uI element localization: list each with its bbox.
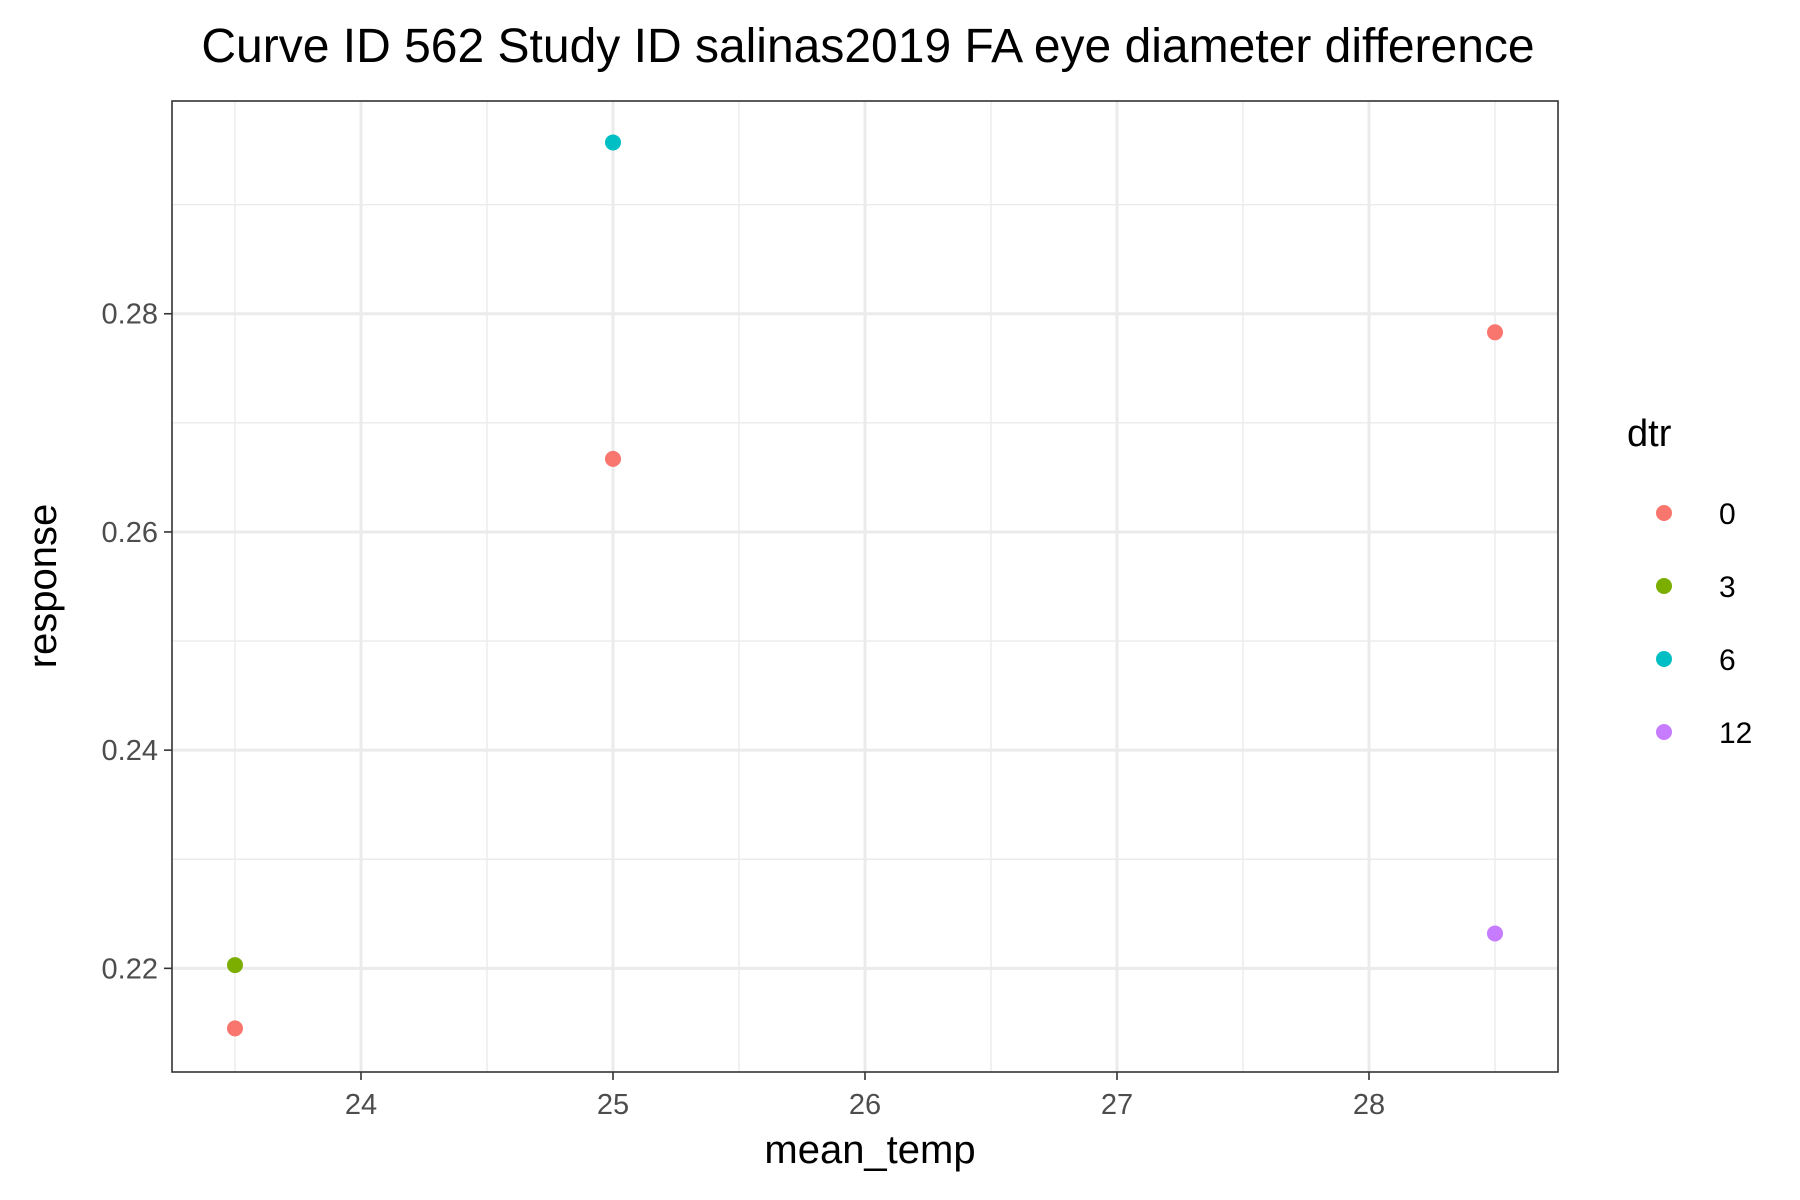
x-tick-label: 28 [1353,1089,1385,1121]
data-point-dtr-0 [605,450,621,467]
data-point-dtr-0 [1487,324,1503,341]
major-gridlines [172,101,1558,1072]
x-tick-label: 26 [849,1089,881,1121]
legend-label-0: 0 [1719,498,1736,531]
x-axis-title: mean_temp [764,1128,975,1172]
legend-key-3 [1656,578,1672,594]
legend-keys: 0 3 6 12 [1656,498,1752,750]
x-tick-label: 24 [345,1089,377,1121]
y-tick-label: 0.28 [102,299,158,331]
legend-title: dtr [1627,413,1672,455]
x-tick-label: 25 [597,1089,629,1121]
y-tick-label: 0.24 [102,735,158,767]
data-point-dtr-12 [1487,925,1503,942]
legend: dtr 0 3 6 12 [1627,413,1752,750]
data-point-dtr-3 [227,957,243,974]
legend-label-6: 6 [1719,644,1736,677]
legend-key-0 [1656,505,1672,521]
chart-title: Curve ID 562 Study ID salinas2019 FA eye… [201,20,1534,73]
y-axis: 0.22 0.24 0.26 0.28 [102,299,172,985]
y-axis-title: response [21,504,65,669]
x-tick-label: 27 [1101,1089,1133,1121]
legend-label-3: 3 [1719,571,1736,604]
data-point-dtr-6 [605,134,621,151]
y-tick-label: 0.22 [102,953,158,985]
y-tick-label: 0.26 [102,517,158,549]
legend-key-6 [1656,651,1672,667]
data-point-dtr-0 [227,1020,243,1037]
x-axis: 24 25 26 27 28 [345,1072,1385,1121]
legend-label-12: 12 [1719,717,1752,750]
plot-panel [171,100,1559,1073]
legend-key-12 [1656,724,1672,740]
data-points [227,134,1503,1037]
